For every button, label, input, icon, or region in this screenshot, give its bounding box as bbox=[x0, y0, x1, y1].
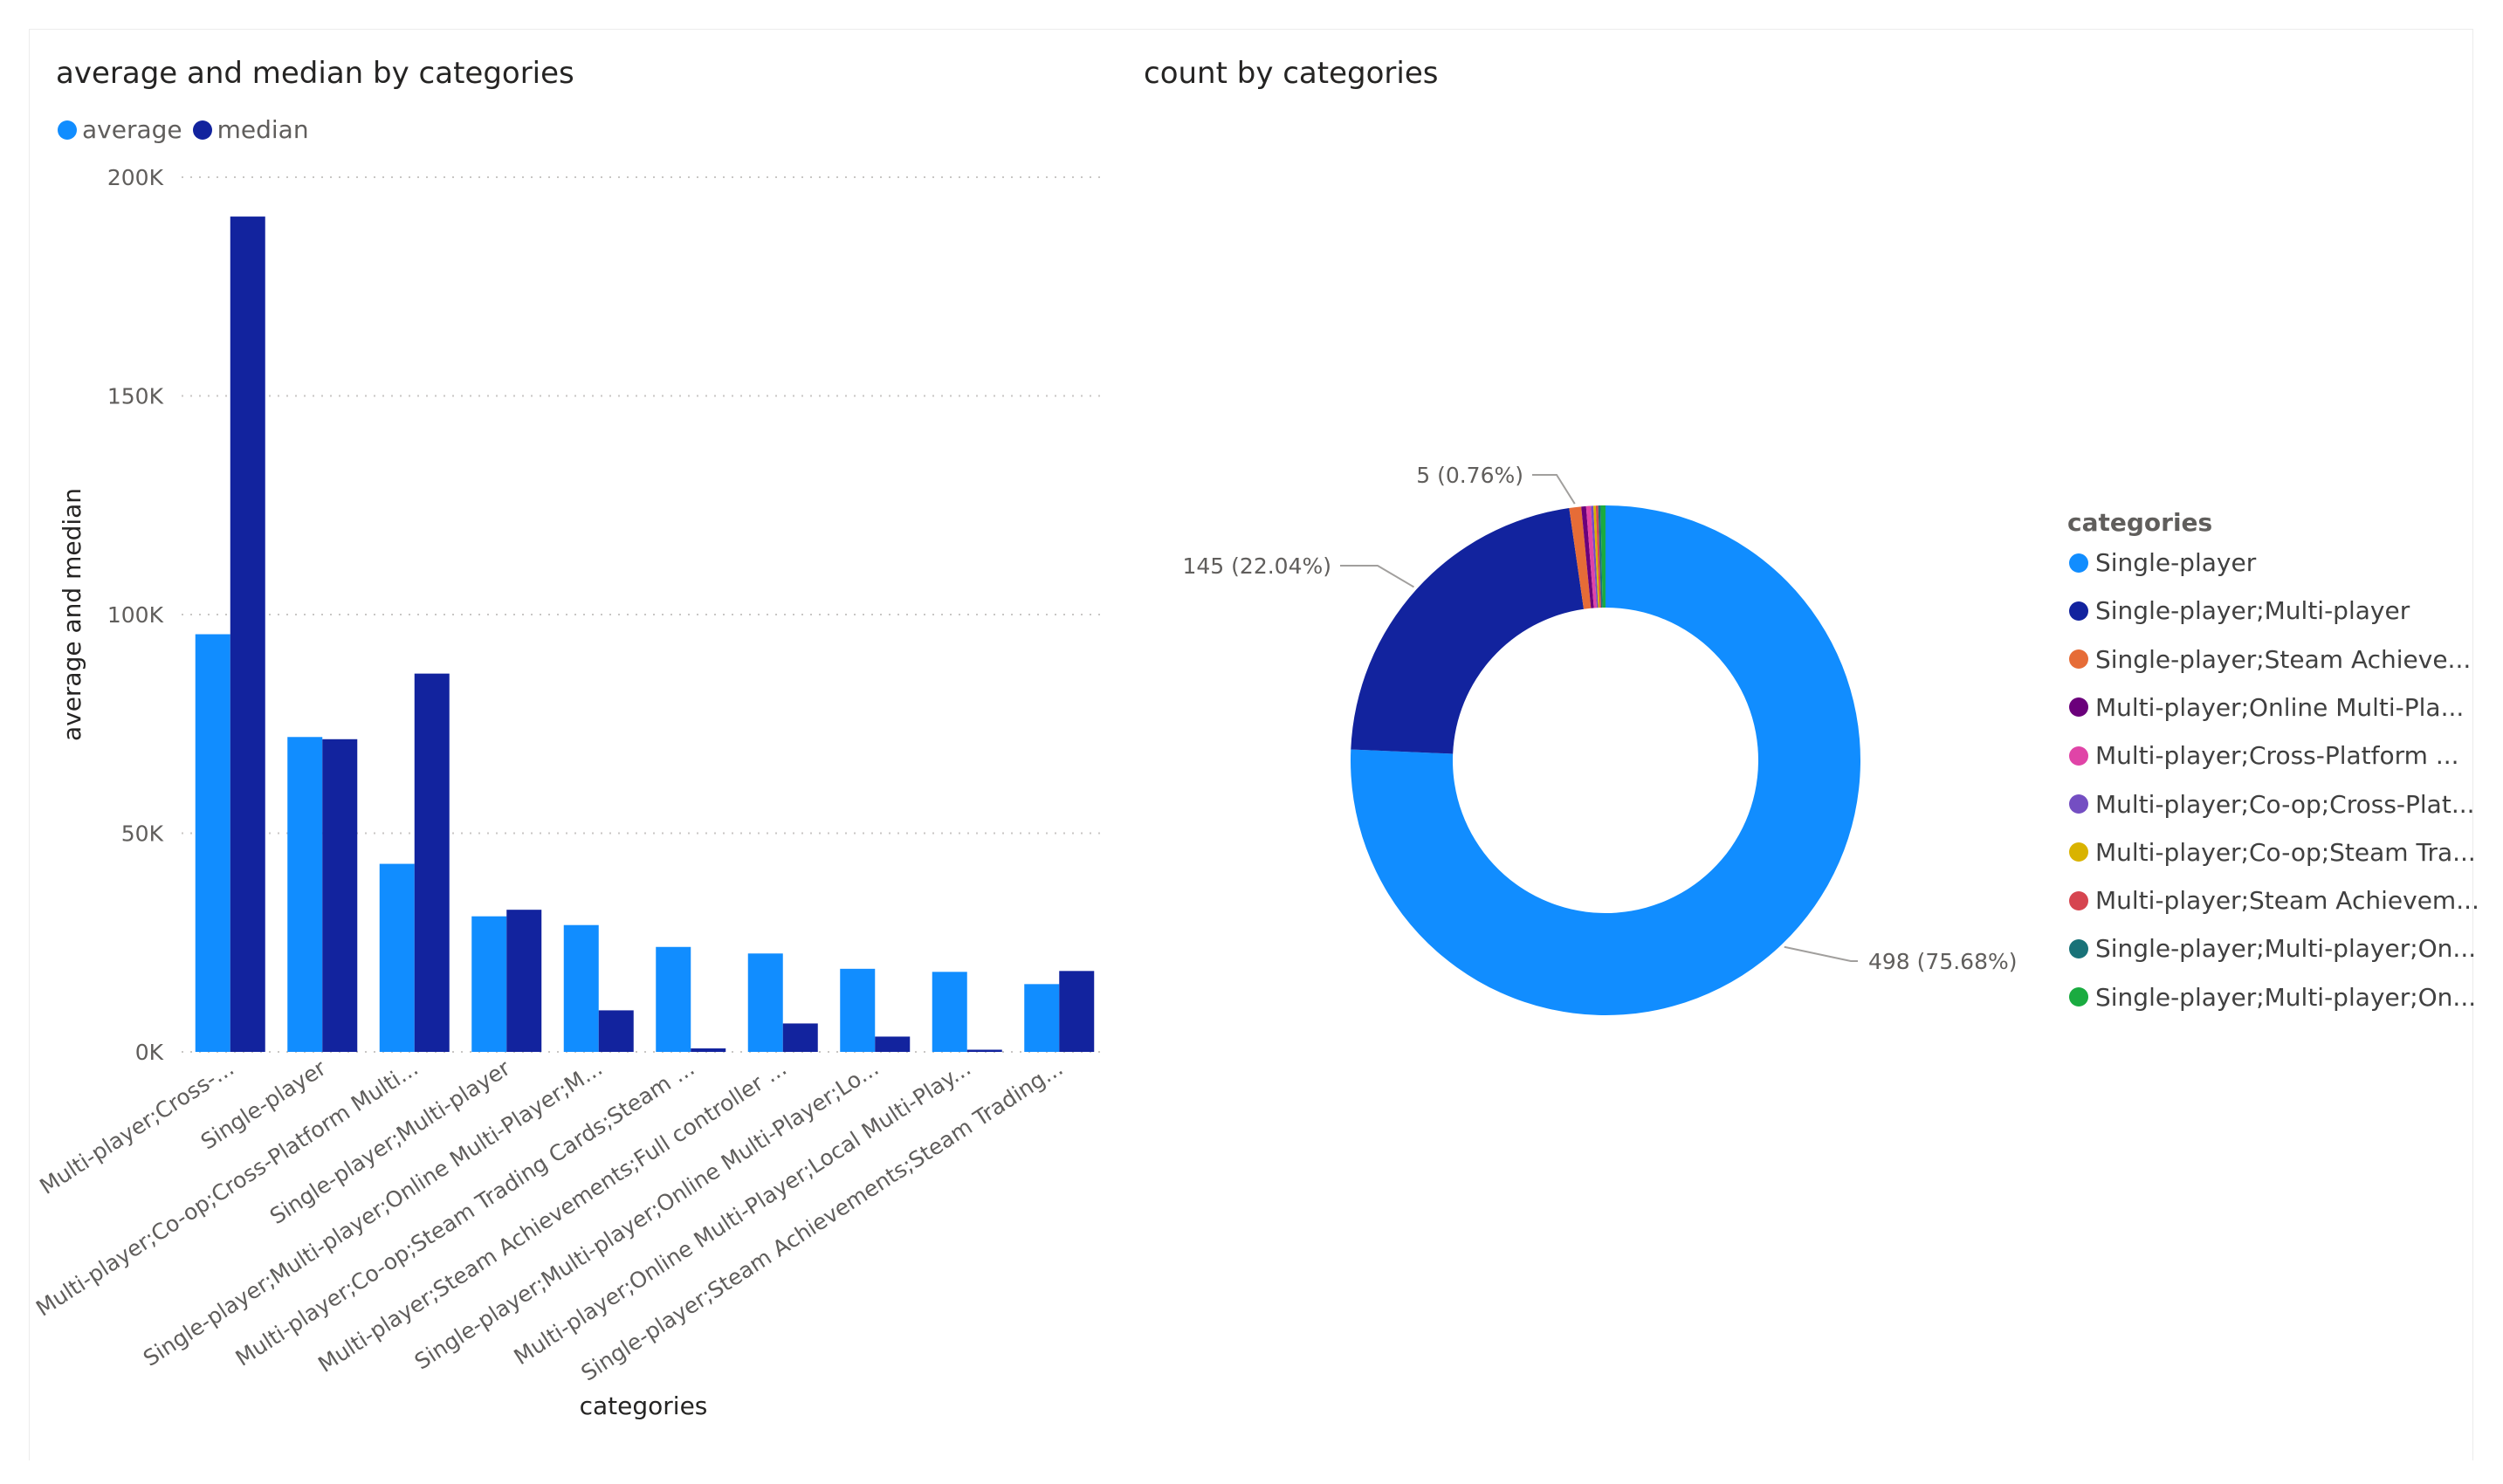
legend-dot bbox=[2069, 938, 2088, 958]
donut-legend-item[interactable]: Single-player bbox=[2069, 548, 2256, 577]
bar-median[interactable] bbox=[598, 1010, 634, 1052]
y-tick-label: 50K bbox=[121, 821, 164, 847]
legend-dot bbox=[2069, 987, 2088, 1007]
donut-slice[interactable] bbox=[1593, 505, 1600, 608]
bar-median[interactable] bbox=[506, 910, 542, 1052]
donut-slice[interactable] bbox=[1351, 505, 1860, 1015]
y-tick-label: 100K bbox=[107, 602, 164, 628]
donut-leader-line bbox=[1784, 945, 1858, 962]
donut-legend-label: Multi-player;Co-op;Cross-Plat... bbox=[2095, 789, 2475, 819]
legend-average-dot bbox=[58, 120, 77, 140]
bar-median[interactable] bbox=[414, 673, 450, 1052]
donut-legend-label: Single-player bbox=[2095, 548, 2257, 577]
bar-average[interactable] bbox=[471, 916, 507, 1052]
legend-dot bbox=[2069, 649, 2088, 670]
donut-leader-line bbox=[1532, 474, 1576, 505]
legend-median-dot bbox=[192, 120, 212, 140]
bar-average[interactable] bbox=[563, 924, 599, 1052]
bar-median[interactable] bbox=[1059, 971, 1095, 1052]
donut-legend-item[interactable]: Single-player;Multi-player;On... bbox=[2069, 934, 2476, 963]
legend-dot bbox=[2069, 697, 2088, 718]
legend-dot bbox=[2069, 794, 2088, 814]
donut-legend-item[interactable]: Multi-player;Co-op;Cross-Plat... bbox=[2069, 790, 2475, 819]
donut-legend-item[interactable]: Single-player;Steam Achieve... bbox=[2069, 645, 2471, 674]
bar-chart-legend: average median bbox=[58, 115, 309, 144]
donut-chart-title: count by categories bbox=[1144, 56, 1439, 91]
donut-legend-label: Single-player;Steam Achieve... bbox=[2095, 644, 2472, 674]
legend-dot bbox=[2069, 601, 2088, 621]
y-tick-label: 200K bbox=[107, 165, 164, 190]
donut-legend-label: Multi-player;Steam Achievem... bbox=[2095, 886, 2479, 916]
donut-legend-item[interactable]: Single-player;Multi-player bbox=[2069, 596, 2410, 625]
bar-median[interactable] bbox=[322, 739, 358, 1052]
bar-average[interactable] bbox=[840, 968, 876, 1052]
donut-slice[interactable] bbox=[1351, 507, 1585, 754]
bar-median[interactable] bbox=[691, 1048, 726, 1052]
bar-average[interactable] bbox=[1024, 984, 1060, 1052]
donut-data-label: 145 (22.04%) bbox=[1183, 553, 1332, 579]
donut-data-label: 5 (0.76%) bbox=[1416, 463, 1523, 488]
donut-legend-item[interactable]: Multi-player;Steam Achievem... bbox=[2069, 886, 2479, 915]
bar-chart: 0K 50K 100K 150K 200K average and median categ… bbox=[31, 165, 1103, 1420]
donut-data-label: 498 (75.68%) bbox=[1868, 949, 2018, 974]
legend-dot bbox=[2069, 745, 2088, 766]
y-tick-label: 0K bbox=[135, 1040, 164, 1065]
donut-slice[interactable] bbox=[1581, 505, 1594, 608]
bar-average[interactable] bbox=[656, 946, 691, 1052]
donut-legend-item[interactable]: Multi-player;Cross-Platform ... bbox=[2069, 741, 2459, 770]
legend-average-label[interactable]: average bbox=[82, 115, 182, 144]
y-axis-title: average and median bbox=[58, 488, 86, 741]
x-axis-title: categories bbox=[580, 1391, 708, 1420]
donut-legend-item[interactable]: Single-player;Multi-player;On... bbox=[2069, 983, 2476, 1012]
donut-legend-label: Single-player;Multi-player;On... bbox=[2095, 982, 2477, 1012]
bar-median[interactable] bbox=[782, 1023, 818, 1052]
donut-legend-item[interactable]: Multi-player;Online Multi-Pla... bbox=[2069, 693, 2464, 722]
legend-median-label[interactable]: median bbox=[217, 115, 309, 144]
donut-leader-line bbox=[1340, 565, 1414, 588]
bar-average[interactable] bbox=[379, 863, 415, 1052]
bar-average[interactable] bbox=[932, 972, 967, 1052]
donut-slice[interactable] bbox=[1591, 505, 1599, 608]
donut-legend-label: Single-player;Multi-player bbox=[2095, 596, 2410, 626]
donut-slice[interactable] bbox=[1595, 505, 1601, 608]
legend-dot bbox=[2069, 842, 2088, 862]
bar-chart-title: average and median by categories bbox=[56, 56, 574, 91]
donut-legend-title: categories bbox=[2067, 508, 2213, 537]
y-tick-label: 150K bbox=[107, 384, 164, 409]
donut-legend-label: Multi-player;Cross-Platform ... bbox=[2095, 741, 2459, 771]
donut-slice[interactable] bbox=[1585, 505, 1597, 608]
bar-average[interactable] bbox=[287, 737, 323, 1052]
bar-median[interactable] bbox=[966, 1049, 1002, 1052]
bar-average[interactable] bbox=[195, 634, 230, 1052]
bar-median[interactable] bbox=[875, 1036, 911, 1052]
legend-dot bbox=[2069, 553, 2088, 573]
donut-legend-label: Multi-player;Online Multi-Pla... bbox=[2095, 692, 2465, 722]
bar-median[interactable] bbox=[230, 216, 265, 1053]
legend-dot bbox=[2069, 890, 2088, 910]
donut-legend-label: Multi-player;Co-op;Steam Tra... bbox=[2095, 837, 2476, 867]
donut-chart: 498 (75.68%) 145 (22.04%) 5 (0.76%) bbox=[1183, 463, 2018, 1015]
donut-slice[interactable] bbox=[1569, 506, 1592, 609]
bar-average[interactable] bbox=[747, 953, 783, 1052]
donut-slice[interactable] bbox=[1598, 505, 1603, 608]
donut-slice[interactable] bbox=[1600, 505, 1606, 608]
donut-legend-item[interactable]: Multi-player;Co-op;Steam Tra... bbox=[2069, 838, 2476, 867]
donut-legend-label: Single-player;Multi-player;On... bbox=[2095, 934, 2477, 964]
